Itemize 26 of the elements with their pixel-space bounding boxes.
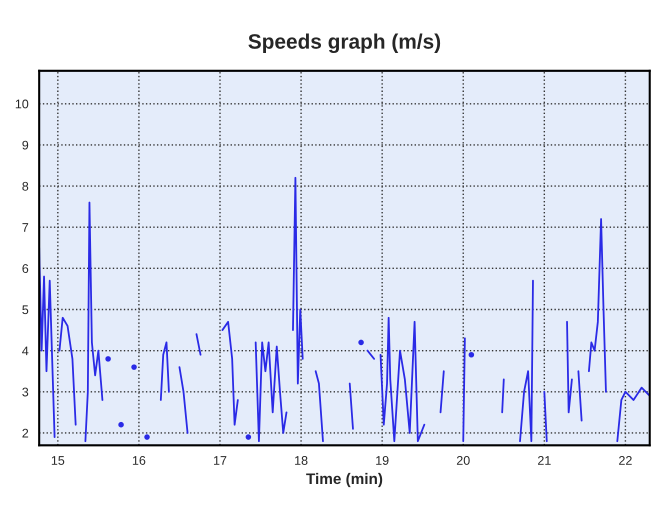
y-tick-label: 4 [22, 346, 28, 356]
point [468, 352, 474, 358]
point [358, 340, 364, 346]
point [144, 434, 150, 440]
x-tick-label: 17 [214, 456, 226, 465]
x-tick-label: 22 [619, 456, 632, 465]
point [105, 356, 111, 362]
x-tick-label: 21 [538, 456, 551, 465]
x-tick-label: 16 [132, 456, 146, 465]
x-tick-label: 18 [295, 456, 308, 465]
x-tick-label: 20 [456, 456, 470, 465]
y-tick-label: 7 [22, 223, 28, 232]
point [131, 364, 137, 370]
chart-title: Speeds graph (m/s) [248, 34, 440, 54]
y-tick-label: 8 [22, 182, 28, 191]
y-tick-label: 10 [16, 100, 28, 108]
y-tick-label: 2 [22, 428, 28, 438]
point [118, 422, 124, 428]
y-tick-label: 9 [22, 140, 28, 150]
point [246, 434, 252, 440]
y-tick-label: 3 [22, 388, 28, 396]
y-tick-label: 6 [22, 264, 28, 273]
x-axis-title: Time (min) [306, 472, 382, 488]
x-tick-label: 15 [52, 456, 64, 465]
y-tick-label: 5 [22, 305, 28, 314]
x-tick-label: 19 [376, 456, 389, 465]
